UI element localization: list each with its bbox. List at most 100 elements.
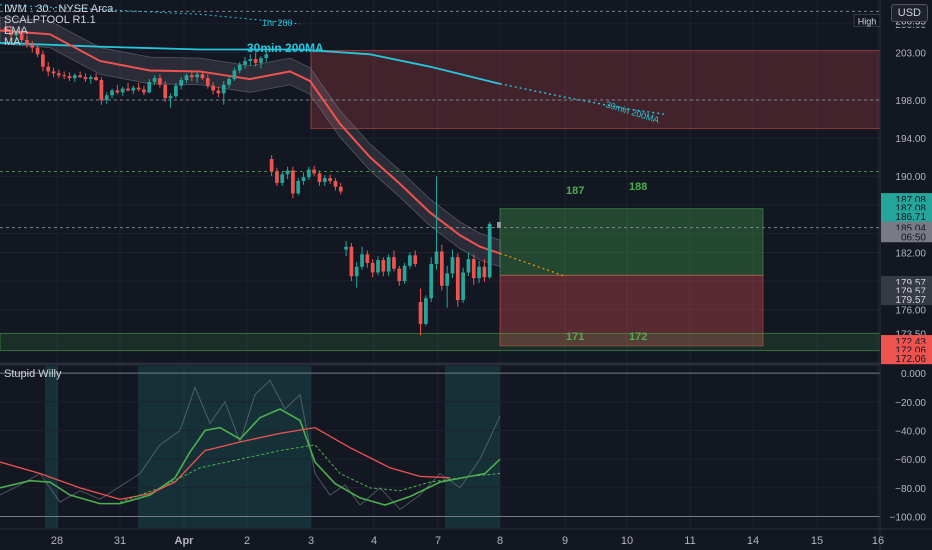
candle [67,72,72,81]
candle [184,73,189,83]
candle [344,241,348,257]
candle [376,256,380,276]
candle-body [131,87,136,91]
candle-body [152,78,157,82]
candle-body [237,64,242,71]
ema-line [0,29,501,255]
candle [152,75,157,85]
ma-200-label: 30min 200MA [247,41,324,55]
candle [35,44,40,58]
candle-body [110,90,114,96]
oscillator-tick-label: −60.00 [895,455,926,466]
price-tick-label: 194.00 [895,134,926,145]
candle [237,61,242,74]
candle [429,257,434,302]
stop-label-171: 171 [566,331,584,343]
oscillator-raw-line [0,379,501,511]
candle [386,254,391,277]
oscillator-title[interactable]: Stupid Willy [4,368,62,380]
candle [296,178,301,196]
candle [147,79,152,94]
1hr-200-label: 1hr 200 [262,18,293,28]
candle-body [205,78,210,86]
indicator-scalptool[interactable]: SCALPTOOL R1.1 [4,14,96,26]
chart-legend: IWM · 30 · NYSE Arca SCALPTOOL R1.1 EMA … [4,4,113,48]
candle-body [429,263,434,299]
candle [333,178,338,191]
candle [466,252,471,277]
candle-body [67,76,72,79]
candle [275,167,279,186]
candle [317,170,322,186]
symbol-title[interactable]: IWM · 30 · NYSE Arca [4,3,114,15]
candle [9,25,13,39]
candle [397,265,402,286]
candle-body [275,171,279,183]
candle-body [9,30,13,36]
candle-body [216,90,221,94]
candle-body [381,260,386,272]
candle [205,74,210,89]
candle-body [424,298,428,324]
candle [115,84,120,95]
candle-body [306,169,311,178]
candle-body [413,255,418,264]
price-tick-label: 203.00 [895,48,926,59]
candle-body [14,33,19,36]
candle-body [78,75,82,78]
candle [402,262,407,284]
candle-body [46,66,51,72]
candle [482,259,487,282]
candle [163,80,168,102]
candle-body [338,186,343,192]
candle [14,30,19,41]
candle-body [88,77,93,80]
candle-body [291,170,295,194]
candle-body [62,75,67,77]
candle [461,267,465,303]
price-tick-label: 198.00 [895,96,926,107]
candle-body [94,77,98,81]
candle-body [83,77,88,80]
candle [291,166,295,199]
candle [253,52,258,67]
oscillator-tick-label: −20.00 [895,398,926,409]
candle-body [158,78,162,85]
candle [110,88,114,99]
candle-body [104,95,109,101]
candle [322,175,327,186]
candle-body [174,85,178,97]
currency-button[interactable]: USD [890,4,928,22]
candle [136,82,141,92]
time-tick-label: 3 [308,535,314,547]
time-tick-label: Apr [175,535,195,547]
price-tag: 185.04 [895,224,926,235]
candle [408,252,412,269]
candle-body [35,47,40,55]
candle [450,249,455,279]
price-tag: 187.08 [895,195,926,206]
time-tick-label: 28 [51,535,63,547]
indicator-ma[interactable]: MA [4,36,21,48]
candle [455,253,460,307]
price-tag: 187.08 [895,204,926,215]
candle [88,75,93,84]
indicator-ema[interactable]: EMA [4,25,28,37]
time-tick-label: 4 [371,535,377,547]
time-tick-label: 9 [562,535,568,547]
candle [131,85,136,95]
candle [200,71,205,81]
candle-body [439,251,444,286]
time-tick-label: 14 [747,535,759,547]
candle-body [163,84,168,99]
candle-body [482,266,487,278]
candle-body [253,59,258,63]
candle [41,50,45,72]
candle-body [450,257,455,274]
high-tag-label: High [858,16,877,26]
candle-body [471,259,476,279]
candle-body [189,75,194,78]
candle [413,250,418,267]
candle-body [386,257,391,272]
